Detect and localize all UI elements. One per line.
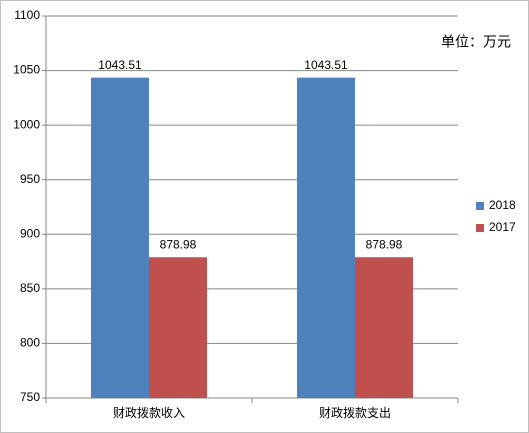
value-label: 1043.51: [98, 58, 142, 72]
bar: [297, 77, 355, 399]
value-label: 1043.51: [304, 58, 348, 72]
y-tick-label: 750: [20, 390, 40, 404]
legend-swatch: [476, 224, 484, 232]
bar: [91, 77, 149, 399]
value-label: 878.98: [366, 237, 403, 251]
y-tick-label: 1050: [13, 63, 40, 77]
legend-label: 2017: [489, 220, 516, 234]
y-tick-label: 850: [20, 281, 40, 295]
y-tick-label: 1100: [14, 8, 40, 22]
value-label: 878.98: [160, 237, 197, 251]
y-tick-label: 1000: [13, 117, 40, 131]
bar: [355, 257, 413, 398]
y-tick-label: 950: [20, 172, 40, 186]
legend-label: 2018: [489, 198, 516, 212]
bar: [149, 257, 207, 398]
unit-annotation: 单位：万元: [441, 34, 511, 50]
x-tick-label: 财政拨款支出: [319, 406, 391, 420]
legend-swatch: [476, 202, 484, 210]
x-tick-label: 财政拨款收入: [113, 406, 185, 420]
y-tick-label: 900: [20, 226, 40, 240]
y-tick-label: 800: [20, 336, 40, 350]
